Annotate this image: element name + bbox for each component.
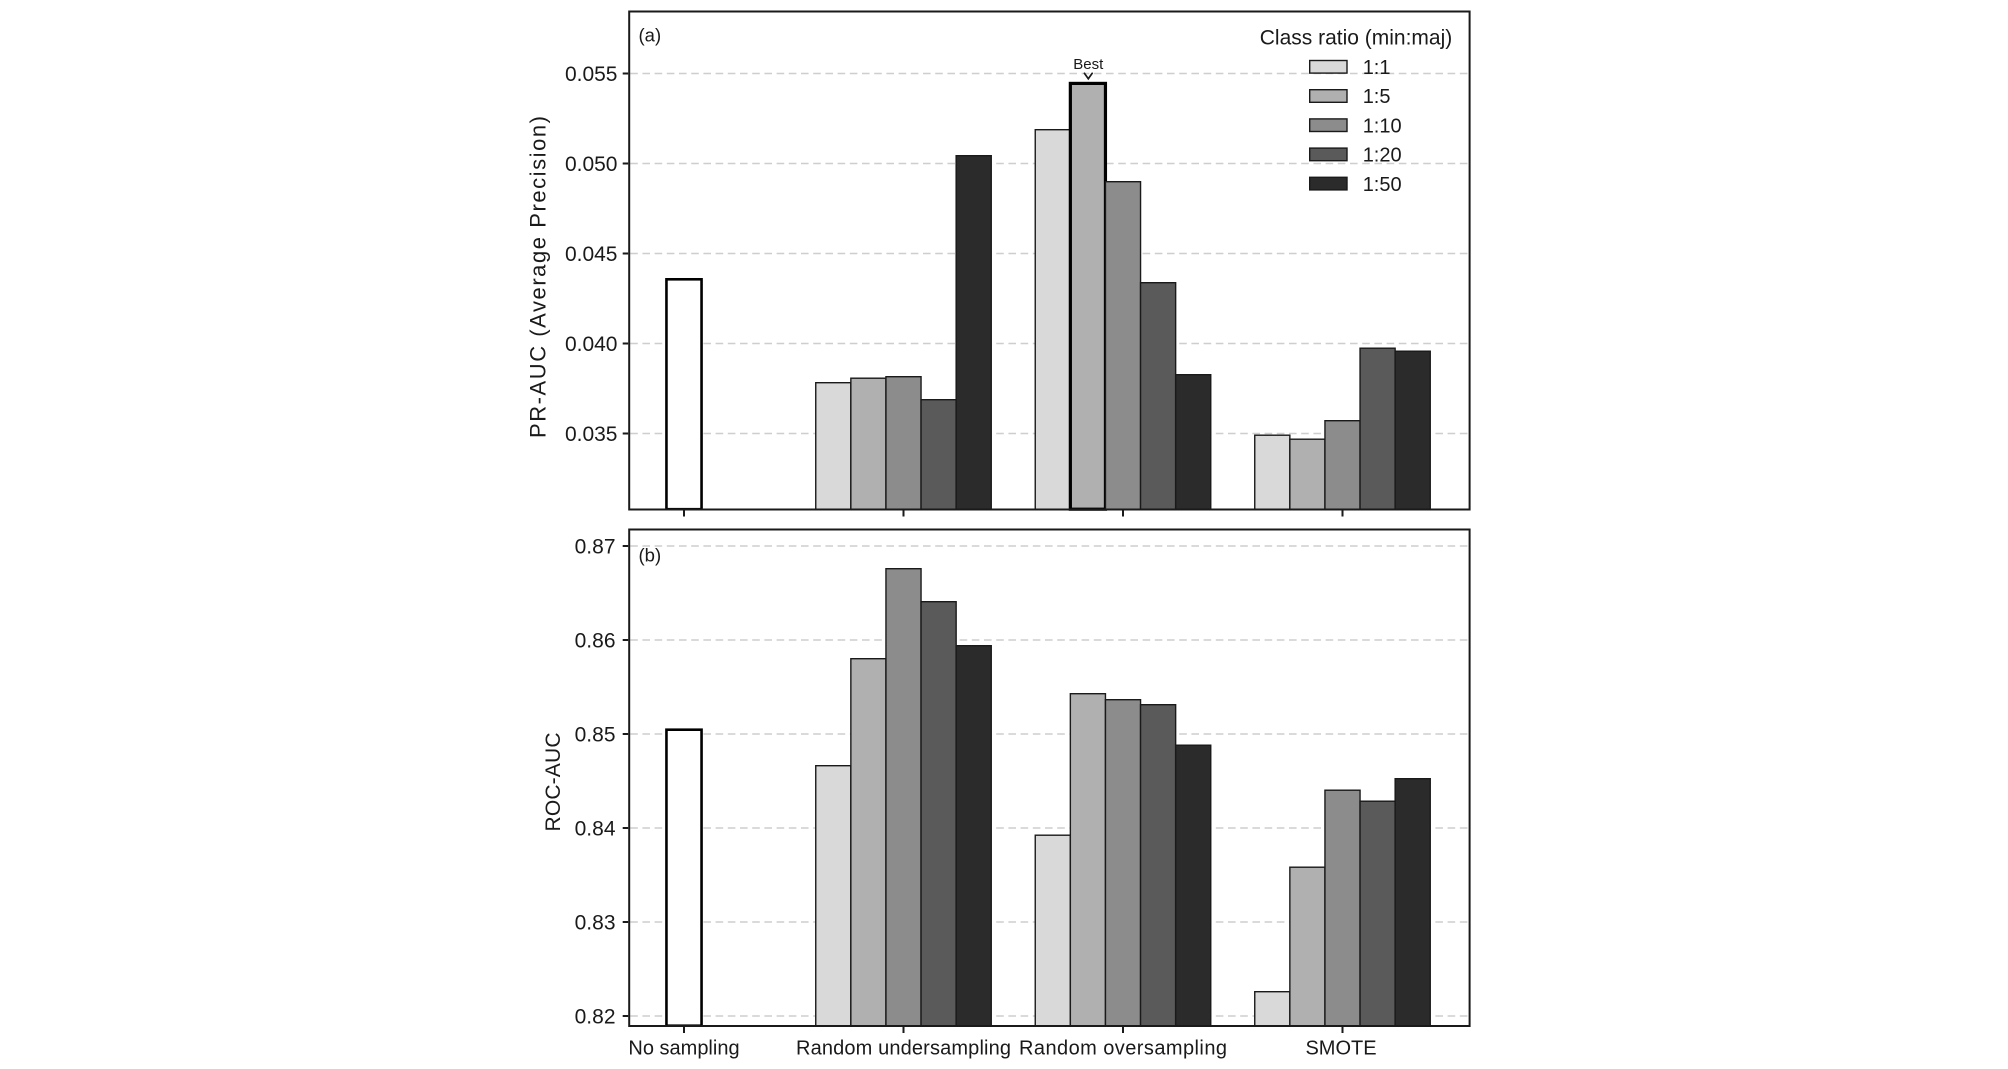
svg-text:0.035: 0.035 [565, 423, 618, 446]
svg-text:1:20: 1:20 [1363, 145, 1402, 167]
svg-text:SMOTE: SMOTE [1305, 1038, 1376, 1060]
svg-text:1:5: 1:5 [1363, 86, 1391, 108]
svg-text:(a): (a) [639, 25, 662, 46]
svg-text:0.055: 0.055 [565, 63, 618, 86]
svg-text:0.045: 0.045 [565, 243, 618, 266]
svg-text:Random oversampling: Random oversampling [1019, 1038, 1227, 1060]
svg-text:0.87: 0.87 [575, 536, 616, 559]
svg-text:Class ratio (min:maj): Class ratio (min:maj) [1260, 27, 1453, 50]
svg-text:0.85: 0.85 [575, 724, 616, 747]
svg-text:1:50: 1:50 [1363, 174, 1402, 196]
svg-text:0.040: 0.040 [565, 333, 618, 356]
svg-text:Random undersampling: Random undersampling [796, 1038, 1011, 1060]
svg-text:0.83: 0.83 [575, 912, 616, 935]
svg-text:(b): (b) [639, 545, 662, 566]
svg-text:PR-AUC (Average Precision): PR-AUC (Average Precision) [526, 116, 551, 438]
svg-text:0.86: 0.86 [575, 630, 616, 653]
svg-text:ROC-AUC: ROC-AUC [542, 733, 565, 832]
svg-text:1:10: 1:10 [1363, 115, 1402, 137]
svg-text:No sampling: No sampling [628, 1038, 739, 1060]
svg-text:1:1: 1:1 [1363, 57, 1391, 79]
svg-text:Best: Best [1073, 56, 1104, 73]
svg-text:0.82: 0.82 [575, 1006, 616, 1029]
svg-text:0.84: 0.84 [575, 818, 616, 841]
svg-text:0.050: 0.050 [565, 153, 618, 176]
